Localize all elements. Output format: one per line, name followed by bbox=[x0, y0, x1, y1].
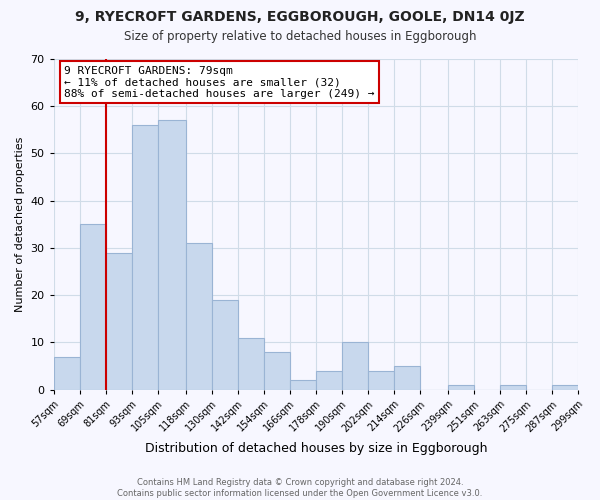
Bar bbox=[394, 366, 420, 390]
Bar bbox=[264, 352, 290, 390]
Bar bbox=[368, 370, 394, 390]
Bar bbox=[342, 342, 368, 390]
Bar bbox=[186, 243, 212, 390]
Bar bbox=[238, 338, 264, 390]
Text: 9 RYECROFT GARDENS: 79sqm
← 11% of detached houses are smaller (32)
88% of semi-: 9 RYECROFT GARDENS: 79sqm ← 11% of detac… bbox=[64, 66, 374, 99]
Bar bbox=[552, 385, 578, 390]
Bar bbox=[158, 120, 186, 390]
Text: Size of property relative to detached houses in Eggborough: Size of property relative to detached ho… bbox=[124, 30, 476, 43]
Bar bbox=[290, 380, 316, 390]
Bar bbox=[54, 356, 80, 390]
Bar bbox=[212, 300, 238, 390]
Bar bbox=[80, 224, 106, 390]
Y-axis label: Number of detached properties: Number of detached properties bbox=[15, 136, 25, 312]
Bar bbox=[106, 252, 131, 390]
Bar bbox=[131, 125, 158, 390]
X-axis label: Distribution of detached houses by size in Eggborough: Distribution of detached houses by size … bbox=[145, 442, 487, 455]
Bar bbox=[316, 370, 342, 390]
Bar bbox=[448, 385, 474, 390]
Bar bbox=[500, 385, 526, 390]
Text: 9, RYECROFT GARDENS, EGGBOROUGH, GOOLE, DN14 0JZ: 9, RYECROFT GARDENS, EGGBOROUGH, GOOLE, … bbox=[75, 10, 525, 24]
Text: Contains HM Land Registry data © Crown copyright and database right 2024.
Contai: Contains HM Land Registry data © Crown c… bbox=[118, 478, 482, 498]
